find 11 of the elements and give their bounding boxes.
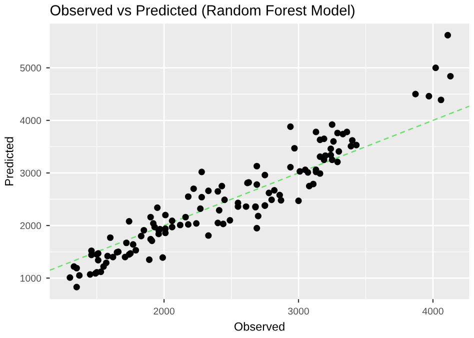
y-tick-label: 4000 bbox=[20, 117, 42, 124]
x-axis-title: Observed bbox=[234, 322, 284, 331]
chart-title: Observed vs Predicted (Random Forest Model) bbox=[50, 4, 354, 18]
y-tick-label: 5000 bbox=[20, 64, 42, 72]
x-tick-label: 3000 bbox=[288, 308, 309, 315]
y-tick-label: 1000 bbox=[20, 274, 42, 282]
y-axis-title: Predicted bbox=[4, 137, 14, 186]
x-tick-label: 4000 bbox=[422, 308, 444, 315]
y-tick-label: 2000 bbox=[20, 222, 42, 230]
x-tick-label: 2000 bbox=[154, 308, 174, 315]
y-tick-label: 3000 bbox=[20, 170, 42, 177]
